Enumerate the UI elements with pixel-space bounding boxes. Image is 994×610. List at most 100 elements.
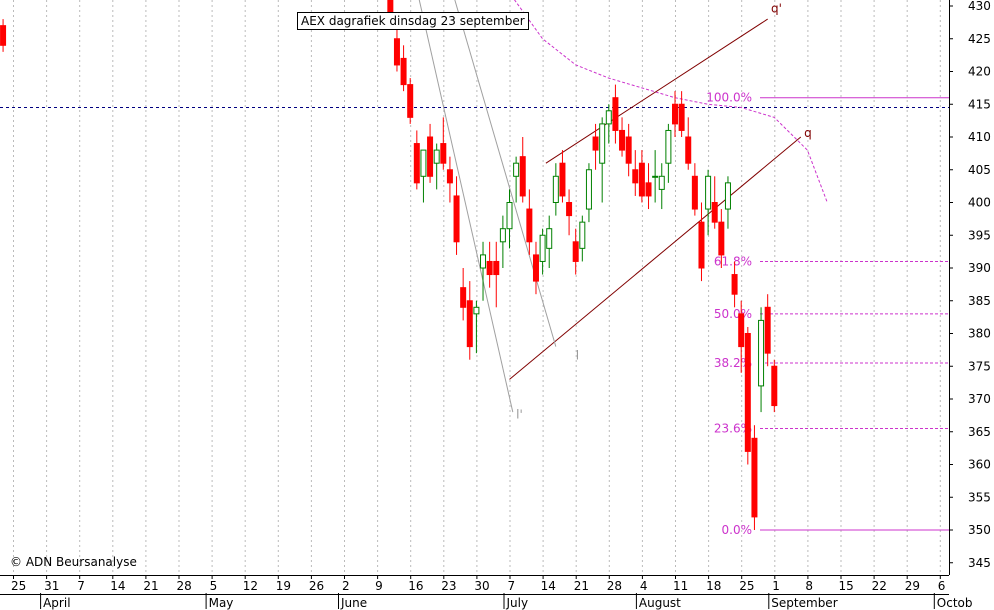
x-tick-label: 28 [607, 579, 622, 593]
candle-down [592, 136, 599, 151]
y-tick-label: 430 [968, 0, 991, 13]
y-tick-label: 425 [968, 32, 991, 46]
y-tick-label: 415 [968, 97, 991, 111]
y-tick-label: 365 [968, 425, 991, 439]
x-tick-label: 29 [905, 579, 920, 593]
trendline-channel-bottom [509, 136, 802, 380]
y-tick-label: 360 [968, 458, 991, 472]
candle-up [433, 149, 440, 164]
annotation-label: q [804, 126, 812, 140]
candle-up [420, 149, 427, 177]
fib-label: 50.0% [714, 307, 752, 321]
candle-up [546, 228, 553, 249]
candle-down [440, 143, 447, 164]
candle-up [758, 319, 765, 387]
y-tick-label: 395 [968, 228, 991, 242]
candle-down [612, 97, 619, 131]
candle-down [566, 202, 573, 217]
month-label: July [506, 596, 529, 610]
x-tick-label: 9 [375, 579, 383, 593]
candle-up [499, 228, 506, 243]
y-tick-label: 405 [968, 163, 991, 177]
candle-down [407, 84, 414, 118]
candle-up [652, 175, 659, 178]
candle-up [605, 110, 612, 125]
candle-down [718, 221, 725, 256]
candle-down [400, 57, 407, 86]
candle-down [698, 221, 705, 269]
y-tick-label: 355 [968, 490, 991, 504]
candle-down [446, 169, 453, 184]
x-tick-label: 25 [11, 579, 26, 593]
candle-down [486, 260, 493, 276]
candle-up [506, 202, 513, 230]
moving-averages [514, 0, 828, 203]
x-tick-label: 7 [508, 579, 516, 593]
x-tick-label: 15 [839, 579, 854, 593]
candles [0, 0, 778, 530]
x-tick-label: 11 [673, 579, 688, 593]
trendline-channel-top [545, 18, 768, 164]
month-label: Octob [937, 596, 973, 610]
x-tick-label: 31 [44, 579, 59, 593]
candle-down [744, 333, 751, 452]
candle-down [731, 274, 738, 295]
candle-up [724, 182, 731, 210]
candle-down [572, 241, 579, 262]
candle-up [705, 175, 712, 210]
candle-down [387, 0, 394, 14]
candle-down [0, 25, 7, 46]
candle-down [493, 260, 500, 276]
y-tick-label: 385 [968, 294, 991, 308]
candle-down [678, 103, 685, 131]
x-tick-label: 4 [640, 579, 648, 593]
candle-up [579, 221, 586, 249]
candle-down [691, 175, 698, 210]
chart-title: AEX dagrafiek dinsdag 23 september [297, 12, 529, 30]
annotation-label: q' [771, 2, 782, 16]
x-tick-label: 16 [408, 579, 423, 593]
fib-label: 23.6% [714, 421, 752, 435]
candle-up [480, 254, 487, 269]
candle-up [552, 175, 559, 204]
candle-down [764, 306, 771, 354]
x-tick-label: 18 [706, 579, 721, 593]
x-tick-label: 12 [243, 579, 258, 593]
fib-label: 0.0% [722, 523, 753, 537]
copyright-label: © ADN Beursanalyse [10, 555, 137, 569]
x-tick-label: 30 [474, 579, 489, 593]
candle-down [672, 103, 678, 125]
x-tick-label: 28 [177, 579, 192, 593]
candle-down [751, 437, 758, 518]
candle-down [453, 195, 460, 243]
y-tick-label: 345 [968, 556, 991, 570]
annotations: q' q l' l [516, 2, 812, 422]
candle-down [738, 313, 745, 348]
grid-lines [0, 0, 949, 575]
y-tick-label: 420 [968, 65, 991, 79]
x-tick-label: 6 [938, 579, 946, 593]
candle-up [585, 169, 592, 210]
x-tick-label: 14 [110, 579, 125, 593]
y-tick-label: 390 [968, 261, 991, 275]
x-tick-label: 7 [77, 579, 85, 593]
candle-down [685, 136, 692, 164]
candle-down [771, 365, 778, 407]
candle-down [645, 182, 652, 197]
candle-down [466, 300, 473, 348]
x-tick-label: 8 [805, 579, 813, 593]
candle-down [638, 162, 645, 197]
x-tick-label: 21 [143, 579, 158, 593]
month-label: September [771, 596, 837, 610]
x-tick-label: 26 [309, 579, 324, 593]
y-tick-label: 410 [968, 130, 991, 144]
candle-up [658, 175, 665, 190]
candle-down [393, 38, 400, 66]
y-tick-label: 350 [968, 523, 991, 537]
candle-down [632, 169, 639, 184]
candle-down [413, 143, 420, 184]
fib-label: 100.0% [706, 91, 752, 105]
candle-up [473, 306, 480, 315]
